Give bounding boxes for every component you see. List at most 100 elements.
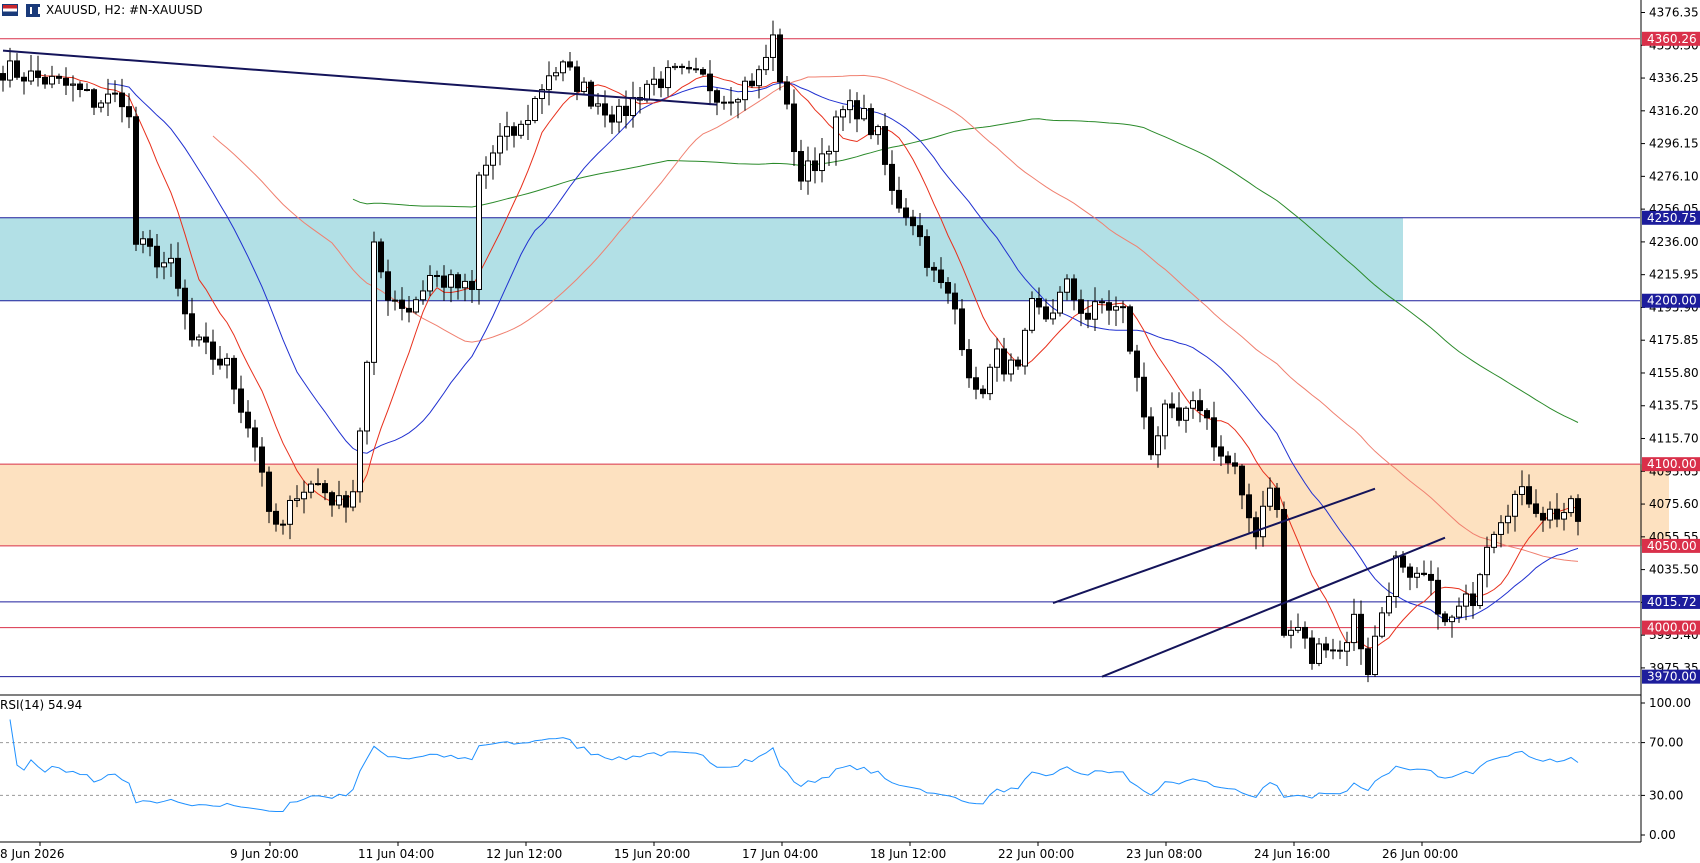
price-tick-label: 4376.35 xyxy=(1649,6,1699,20)
candle-body xyxy=(1498,522,1504,535)
candle-body xyxy=(1204,410,1210,419)
candle-body xyxy=(658,78,664,89)
candle-body xyxy=(175,257,181,289)
candle-body xyxy=(1435,579,1441,615)
candle-body xyxy=(826,150,832,155)
candle-body xyxy=(644,83,650,101)
candle-body xyxy=(364,361,370,432)
candle-body xyxy=(1015,359,1021,367)
candle-body xyxy=(1239,465,1245,496)
level-price-tag xyxy=(1642,594,1700,609)
candle-body xyxy=(196,336,202,341)
candle-body xyxy=(679,65,685,68)
candle-body xyxy=(70,83,76,86)
candle-body xyxy=(1162,403,1168,437)
candle-body xyxy=(301,491,307,500)
candle-body xyxy=(854,100,860,120)
candle-body xyxy=(245,411,251,429)
candle-body xyxy=(1155,435,1161,456)
candle-body xyxy=(28,70,34,82)
candle-body xyxy=(154,245,160,268)
candle-body xyxy=(1568,498,1574,514)
candle-body xyxy=(1050,312,1056,320)
candle-body xyxy=(1120,306,1126,309)
candle-body xyxy=(742,80,748,101)
candle-body xyxy=(1547,508,1553,521)
time-tick-label: 8 Jun 2026 xyxy=(0,847,65,861)
candle-body xyxy=(1358,613,1364,650)
candle-body xyxy=(1218,446,1224,457)
candle-body xyxy=(504,126,510,137)
candle-body xyxy=(1302,626,1308,639)
candle-body xyxy=(42,76,48,85)
candle-body xyxy=(966,349,972,379)
candle-body xyxy=(1449,616,1455,623)
candle-body xyxy=(525,120,531,125)
zone-1 xyxy=(0,464,1669,546)
candle-body xyxy=(469,280,475,290)
candle-body xyxy=(84,89,90,92)
rsi-tick-label: 30.00 xyxy=(1649,788,1683,802)
levels-layer xyxy=(0,38,1640,678)
candle-body xyxy=(1526,486,1532,505)
chart-header: XAUUSD, H2: #N-XAUUSD xyxy=(0,0,203,20)
candle-body xyxy=(1393,555,1399,597)
candle-body xyxy=(1428,573,1434,581)
candle-body xyxy=(343,495,349,508)
candle-body xyxy=(231,357,237,390)
candle-body xyxy=(1344,642,1350,652)
candle-body xyxy=(1470,593,1476,607)
price-tick-label: 4135.75 xyxy=(1649,399,1699,413)
candle-body xyxy=(210,341,216,360)
candle-body xyxy=(476,174,482,290)
candle-body xyxy=(798,151,804,182)
candle-body xyxy=(980,388,986,395)
candle-body xyxy=(329,492,335,506)
candle-body xyxy=(0,73,6,81)
level-price-label: 4360.26 xyxy=(1647,32,1697,46)
candle-body xyxy=(728,101,734,104)
candle-body xyxy=(1036,298,1042,308)
candle-body xyxy=(1197,400,1203,412)
time-tick-label: 24 Jun 16:00 xyxy=(1254,847,1330,861)
candle-body xyxy=(994,348,1000,368)
candle-body xyxy=(1134,350,1140,378)
menu-flag-icon[interactable] xyxy=(2,4,18,16)
candle-body xyxy=(308,483,314,493)
candle-body xyxy=(574,66,580,92)
candle-body xyxy=(1071,278,1077,301)
candle-body xyxy=(714,90,720,103)
candle-body xyxy=(77,83,83,91)
candle-body xyxy=(406,307,412,313)
candle-body xyxy=(693,68,699,71)
candle-body xyxy=(378,241,384,273)
level-price-tag xyxy=(1642,457,1700,472)
chart-type-icon[interactable] xyxy=(26,3,40,17)
price-tick-label: 4115.70 xyxy=(1649,432,1699,446)
candle-body xyxy=(952,292,958,310)
candle-body xyxy=(357,430,363,493)
candle-body xyxy=(560,61,566,74)
candle-body xyxy=(168,257,174,264)
time-tick-label: 23 Jun 08:00 xyxy=(1126,847,1202,861)
rsi-panel: 100.00 70.00 30.00 0.00 RSI(14) 54.94 xyxy=(0,694,1691,842)
candle-body xyxy=(182,287,188,315)
level-price-tag xyxy=(1642,669,1700,684)
candle-body xyxy=(1078,299,1084,314)
candle-body xyxy=(1351,613,1357,644)
candle-body xyxy=(399,299,405,309)
time-tick-label: 26 Jun 00:00 xyxy=(1382,847,1458,861)
candle-body xyxy=(1519,486,1525,495)
candle-body xyxy=(448,274,454,288)
candle-body xyxy=(1554,508,1560,520)
candle-body xyxy=(581,81,587,92)
time-tick-label: 11 Jun 04:00 xyxy=(358,847,434,861)
candle-body xyxy=(1127,306,1133,352)
candle-body xyxy=(784,81,790,105)
level-price-label: 4100.00 xyxy=(1647,457,1697,471)
candle-body xyxy=(1442,613,1448,623)
time-tick-label: 17 Jun 04:00 xyxy=(742,847,818,861)
candle-body xyxy=(490,152,496,166)
ma-salmon-line xyxy=(212,74,1579,562)
